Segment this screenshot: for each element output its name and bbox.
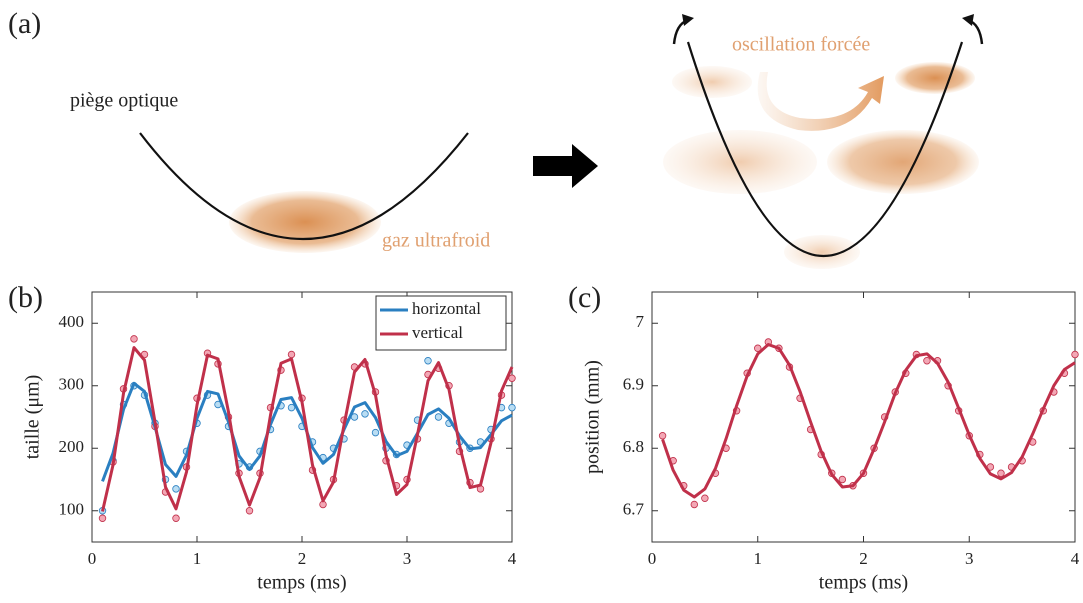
forcing-arrow [757, 72, 884, 131]
cloud [895, 62, 975, 94]
x-tick-label: 0 [648, 549, 657, 568]
x-tick-label: 4 [1071, 549, 1080, 568]
y-tick-label: 6.8 [623, 437, 644, 456]
data-point [754, 344, 762, 352]
data-point [245, 507, 254, 515]
data-point [1071, 350, 1079, 359]
y-tick-label: 7 [636, 312, 645, 331]
data-point [690, 500, 698, 509]
x-tick-label: 2 [859, 549, 868, 568]
panel-label: (a) [8, 7, 41, 40]
data-point [98, 514, 107, 522]
fit-line [661, 343, 1076, 499]
y-tick-label: 300 [59, 375, 85, 394]
trap-label: piège optique [70, 90, 178, 112]
motion-arrow [962, 14, 974, 26]
y-axis-label: position (mm) [582, 360, 604, 474]
motion-arrow [682, 14, 694, 26]
y-axis-label: taille (μm) [22, 375, 44, 460]
panel-label: (c) [568, 281, 601, 314]
x-tick-label: 2 [298, 549, 307, 568]
y-tick-label: 400 [59, 312, 85, 331]
data-point [172, 485, 180, 493]
x-tick-label: 1 [193, 549, 202, 568]
x-axis-label: temps (ms) [819, 572, 908, 594]
forced-label: oscillation forcée [732, 34, 870, 56]
cloud [672, 66, 752, 98]
legend-box [375, 295, 507, 351]
x-tick-label: 1 [754, 549, 763, 568]
data-point [424, 357, 432, 365]
data-point [287, 350, 296, 359]
y-tick-label: 100 [59, 500, 85, 519]
x-tick-label: 3 [965, 549, 974, 568]
chart: (c) 0 1 2 3 4 6.7 6.8 6.9 7 temps (ms) position (mm… [568, 281, 1080, 594]
cloud [784, 235, 860, 269]
y-tick-label: 6.9 [623, 375, 644, 394]
gas-cloud [229, 191, 381, 253]
cloud [827, 130, 979, 194]
trap-potential [686, 41, 964, 257]
panel-label: (b) [8, 281, 43, 314]
x-tick-label: 0 [88, 549, 97, 568]
y-tick-label: 200 [59, 437, 85, 456]
data-point [172, 514, 180, 522]
gas-label: gaz ultrafroid [382, 230, 490, 252]
plot-frame [651, 291, 1076, 543]
data-point [508, 403, 516, 412]
fit-line [101, 346, 514, 512]
diagram: (a) piège optique gaz ultrafroid oscilla… [8, 7, 984, 269]
chart: (b) 0 1 2 3 4 100 200 300 400 temps (ms) taille (μm… [8, 281, 517, 594]
legend-label: horizontal [412, 299, 481, 318]
data-point [838, 475, 847, 484]
data-point [361, 410, 369, 418]
arrow [533, 144, 598, 188]
legend-label: vertical [412, 323, 463, 342]
cloud [663, 130, 817, 194]
x-axis-label: temps (ms) [257, 572, 346, 594]
x-tick-label: 3 [403, 549, 412, 568]
data-point [287, 403, 296, 412]
x-tick-label: 4 [508, 549, 517, 568]
data-point [997, 469, 1005, 477]
charts: (b) 0 1 2 3 4 100 200 300 400 temps (ms) taille (μm… [8, 281, 1080, 594]
data-point [923, 357, 931, 365]
data-point [701, 494, 709, 502]
trap-potential [139, 132, 469, 241]
data-point [434, 413, 443, 421]
data-point [130, 335, 138, 343]
data-point [658, 432, 667, 440]
y-tick-label: 6.7 [623, 500, 645, 519]
data-point [371, 428, 380, 437]
data-point [508, 374, 516, 382]
